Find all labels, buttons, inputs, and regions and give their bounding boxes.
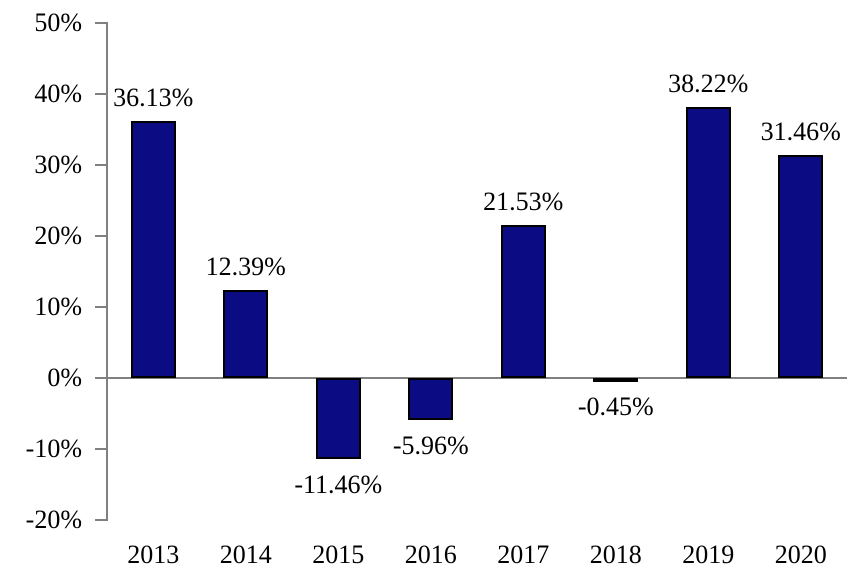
- y-axis-tick: [95, 448, 107, 450]
- bar-2017: [500, 225, 546, 378]
- value-label-2019: 38.22%: [668, 68, 749, 98]
- y-axis-tick-label: 40%: [34, 79, 82, 108]
- y-axis-tick: [95, 377, 107, 379]
- y-axis-tick-label: 20%: [34, 221, 82, 250]
- x-axis-label-2017: 2017: [497, 540, 550, 569]
- value-label-2017: 21.53%: [483, 187, 564, 217]
- value-label-2014: 12.39%: [205, 252, 286, 282]
- bar-2014: [223, 290, 269, 378]
- y-axis-tick: [95, 519, 107, 521]
- y-axis-tick: [95, 22, 107, 24]
- x-axis-label-2014: 2014: [219, 540, 272, 569]
- y-axis-tick: [95, 93, 107, 95]
- y-axis-tick: [95, 306, 107, 308]
- x-axis-zero-line: [107, 377, 847, 379]
- bar-2016: [408, 378, 454, 421]
- y-axis-tick-label: 30%: [34, 150, 82, 179]
- x-axis-label-2019: 2019: [682, 540, 735, 569]
- x-axis-label-2020: 2020: [774, 540, 827, 569]
- bar-2015: [315, 378, 361, 460]
- bar-2013: [130, 121, 176, 378]
- y-axis-tick-label: 0%: [47, 363, 82, 392]
- y-axis-tick-label: -20%: [25, 505, 82, 534]
- x-axis-label-2018: 2018: [589, 540, 642, 569]
- bar-2019: [685, 106, 731, 378]
- y-axis-tick: [95, 235, 107, 237]
- x-axis-label-2015: 2015: [312, 540, 365, 569]
- y-axis-line: [106, 22, 108, 521]
- x-axis-label-2016: 2016: [404, 540, 457, 569]
- value-label-2016: -5.96%: [392, 431, 469, 461]
- y-axis-tick: [95, 164, 107, 166]
- value-label-2013: 36.13%: [113, 83, 194, 113]
- x-axis-label-2013: 2013: [127, 540, 180, 569]
- bar-2018: [593, 378, 639, 382]
- y-axis-tick-label: 50%: [34, 8, 82, 37]
- value-label-2015: -11.46%: [294, 470, 383, 500]
- y-axis-tick-label: -10%: [25, 434, 82, 463]
- bar-2020: [778, 154, 824, 378]
- value-label-2018: -0.45%: [577, 392, 654, 422]
- y-axis-tick-label: 10%: [34, 292, 82, 321]
- value-label-2020: 31.46%: [760, 116, 841, 146]
